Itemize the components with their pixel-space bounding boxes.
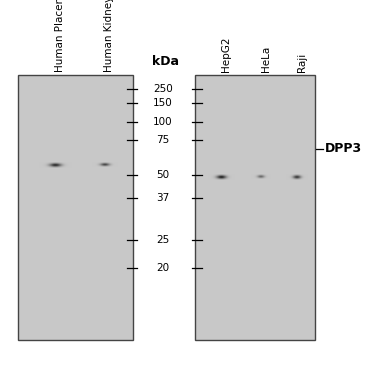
Text: Human Kidney: Human Kidney	[104, 0, 114, 72]
Bar	[18, 75, 133, 340]
Text: 75: 75	[156, 135, 170, 145]
Text: 20: 20	[156, 263, 170, 273]
Text: kDa: kDa	[152, 55, 179, 68]
Bar	[195, 75, 315, 340]
Text: 250: 250	[153, 84, 173, 94]
Text: 37: 37	[156, 193, 170, 203]
Text: Human Placenta: Human Placenta	[55, 0, 65, 72]
Text: DPP3: DPP3	[325, 142, 362, 156]
Text: 100: 100	[153, 117, 173, 127]
Text: HeLa: HeLa	[261, 46, 271, 72]
Text: 150: 150	[153, 98, 173, 108]
Text: HepG2: HepG2	[221, 36, 231, 72]
Text: 50: 50	[156, 170, 170, 180]
Text: Raji: Raji	[297, 53, 307, 72]
Text: 25: 25	[156, 235, 170, 245]
